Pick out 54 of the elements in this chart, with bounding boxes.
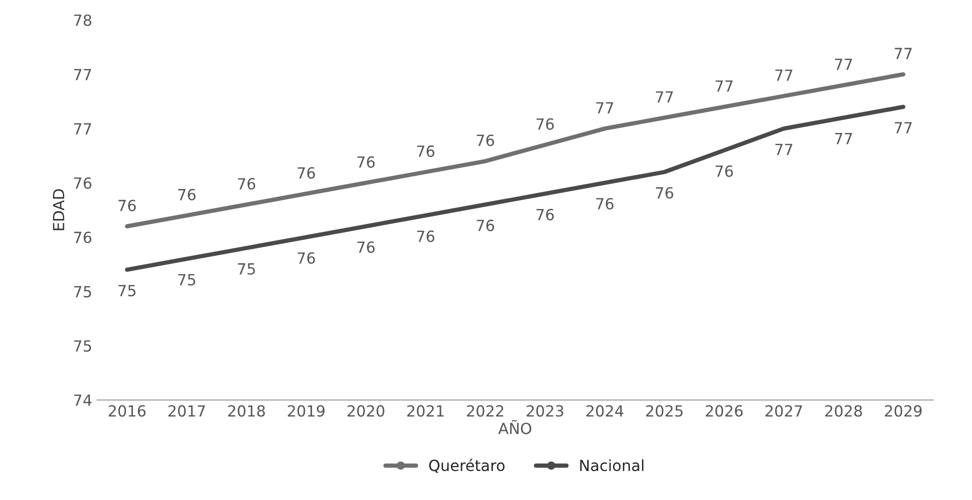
data-label: 77	[656, 91, 673, 102]
y-tick-label: 76	[74, 177, 92, 189]
data-label: 76	[178, 188, 196, 200]
data-label: 76	[417, 230, 434, 242]
x-tick-label: 2026	[706, 405, 743, 417]
data-label: 76	[357, 241, 375, 253]
data-label: 77	[835, 58, 852, 70]
data-label: 76	[476, 134, 494, 146]
y-tick-label: 74	[74, 394, 92, 406]
data-label: 76	[238, 178, 256, 190]
data-label: 75	[238, 263, 255, 275]
data-label: 77	[596, 102, 614, 114]
x-tick-label: 2021	[407, 405, 444, 417]
x-tick-label: 2018	[228, 405, 265, 417]
data-label: 76	[536, 208, 554, 220]
x-tick-label: 2027	[766, 405, 802, 417]
data-label: 77	[716, 80, 733, 92]
x-tick-label: 2028	[825, 405, 862, 417]
x-tick-label: 2025	[646, 405, 683, 417]
legend-label: Querétaro	[429, 458, 505, 473]
data-label: 76	[596, 198, 614, 210]
data-label: 75	[178, 274, 196, 286]
y-tick-label: 78	[74, 14, 92, 26]
x-tick-label: 2024	[586, 405, 624, 417]
x-tick-label: 2029	[884, 405, 922, 417]
x-tick-label: 2016	[108, 405, 146, 417]
y-tick-label: 76	[74, 232, 92, 244]
data-label: 76	[357, 156, 375, 168]
x-tick-label: 2019	[288, 405, 325, 417]
data-label: 76	[536, 118, 554, 130]
data-label: 76	[476, 220, 494, 232]
x-tick-label: 2020	[348, 405, 384, 417]
data-label: 76	[118, 200, 136, 212]
data-label: 77	[775, 70, 792, 81]
y-axis-title: EDAD	[53, 189, 64, 230]
x-axis-title: AÑO	[498, 420, 532, 434]
data-label: 76	[298, 252, 315, 264]
x-tick-label: 2017	[168, 405, 205, 417]
data-label: 77	[894, 48, 912, 60]
y-tick-label: 75	[74, 286, 92, 298]
y-tick-label: 77	[74, 68, 92, 80]
x-tick-label: 2023	[526, 405, 564, 417]
data-label: 77	[775, 144, 792, 156]
x-tick-label: 2022	[466, 405, 504, 417]
data-label: 76	[417, 145, 434, 157]
data-label: 77	[835, 133, 852, 144]
y-tick-label: 77	[74, 123, 92, 134]
data-label: 75	[118, 285, 136, 296]
data-label: 77	[894, 122, 912, 134]
data-label: 76	[716, 165, 733, 177]
data-label: 76	[298, 167, 315, 179]
data-label: 76	[656, 187, 674, 199]
legend-label: Nacional	[580, 459, 644, 472]
y-tick-label: 75	[74, 340, 92, 352]
